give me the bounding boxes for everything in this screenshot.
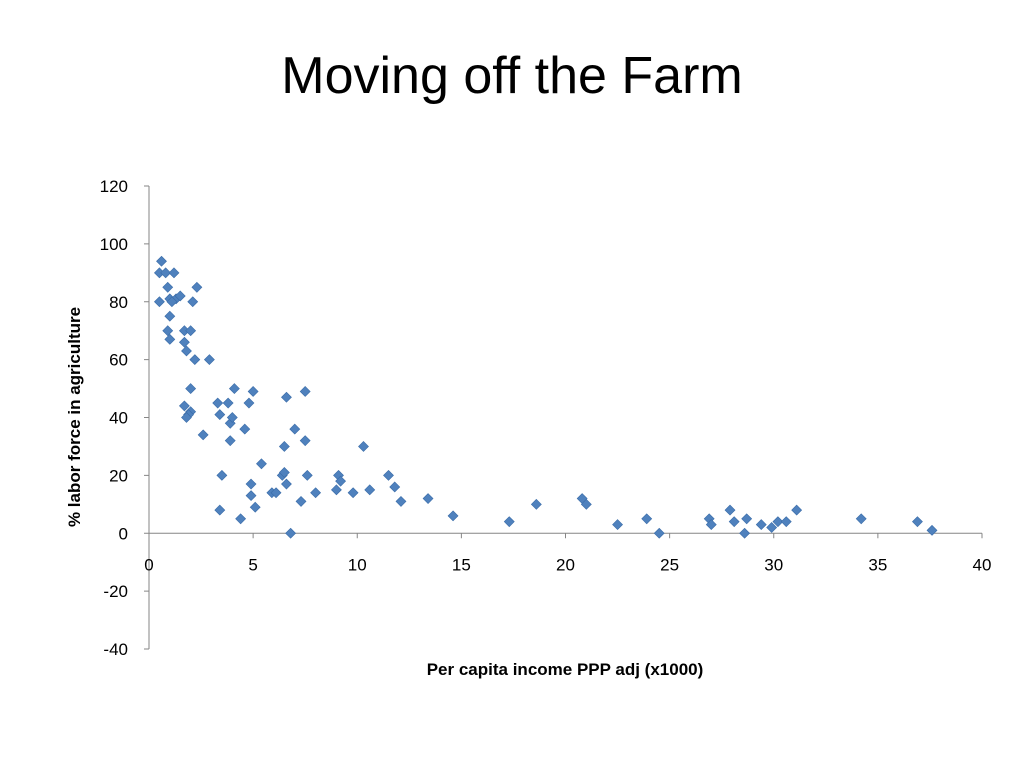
data-point [246, 479, 256, 489]
data-point [225, 436, 235, 446]
data-point [448, 511, 458, 521]
data-point [256, 459, 266, 469]
x-tick-label: 15 [452, 555, 471, 574]
data-point [300, 436, 310, 446]
data-point [165, 334, 175, 344]
y-tick-label: 120 [100, 177, 128, 196]
y-tick-label: 100 [100, 235, 128, 254]
x-tick-label: 25 [660, 555, 679, 574]
data-point [169, 268, 179, 278]
data-point [358, 441, 368, 451]
data-point [154, 297, 164, 307]
data-point [300, 386, 310, 396]
data-point [792, 505, 802, 515]
data-point [156, 256, 166, 266]
data-point [204, 355, 214, 365]
data-point [163, 326, 173, 336]
y-axis-title: % labor force in agriculture [65, 307, 84, 527]
data-point [190, 355, 200, 365]
data-point [165, 311, 175, 321]
axes [144, 186, 982, 649]
data-point [613, 520, 623, 530]
data-point [188, 297, 198, 307]
data-point [302, 470, 312, 480]
data-point [740, 528, 750, 538]
data-point [725, 505, 735, 515]
data-point [927, 525, 937, 535]
data-point [756, 520, 766, 530]
y-tick-label: 60 [109, 351, 128, 370]
data-point [215, 505, 225, 515]
data-point [163, 282, 173, 292]
data-point [248, 386, 258, 396]
y-tick-label: 0 [119, 524, 128, 543]
data-point [365, 485, 375, 495]
x-tick-label: 20 [556, 555, 575, 574]
data-point [504, 517, 514, 527]
data-point [423, 494, 433, 504]
data-point [215, 410, 225, 420]
data-point [223, 398, 233, 408]
data-point [281, 479, 291, 489]
x-tick-label: 5 [248, 555, 257, 574]
data-point [244, 398, 254, 408]
y-tick-label: 40 [109, 409, 128, 428]
data-point [383, 470, 393, 480]
data-point [236, 514, 246, 524]
x-tick-label: 35 [868, 555, 887, 574]
data-point [390, 482, 400, 492]
data-point [279, 441, 289, 451]
data-point [531, 499, 541, 509]
x-tick-label: 40 [973, 555, 992, 574]
data-point [290, 424, 300, 434]
y-tick-label: 20 [109, 466, 128, 485]
x-tick-label: 30 [764, 555, 783, 574]
data-point [642, 514, 652, 524]
x-tick-label: 10 [348, 555, 367, 574]
data-point [250, 502, 260, 512]
data-point [281, 392, 291, 402]
data-point [240, 424, 250, 434]
data-point [654, 528, 664, 538]
data-point [198, 430, 208, 440]
data-point [296, 496, 306, 506]
x-axis-title: Per capita income PPP adj (x1000) [427, 660, 704, 679]
data-point [912, 517, 922, 527]
data-point [396, 496, 406, 506]
data-point [781, 517, 791, 527]
data-point [192, 282, 202, 292]
data-point [229, 384, 239, 394]
data-point [331, 485, 341, 495]
data-point [311, 488, 321, 498]
data-points [154, 256, 937, 538]
x-tick-label: 0 [144, 555, 153, 574]
data-point [186, 384, 196, 394]
data-point [217, 470, 227, 480]
data-point [742, 514, 752, 524]
y-tick-label: -20 [103, 582, 128, 601]
data-point [179, 337, 189, 347]
y-tick-label: 80 [109, 293, 128, 312]
data-point [181, 346, 191, 356]
data-point [286, 528, 296, 538]
data-point [729, 517, 739, 527]
data-point [186, 326, 196, 336]
y-tick-label: -40 [103, 640, 128, 659]
data-point [213, 398, 223, 408]
data-point [348, 488, 358, 498]
data-point [246, 491, 256, 501]
data-point [856, 514, 866, 524]
